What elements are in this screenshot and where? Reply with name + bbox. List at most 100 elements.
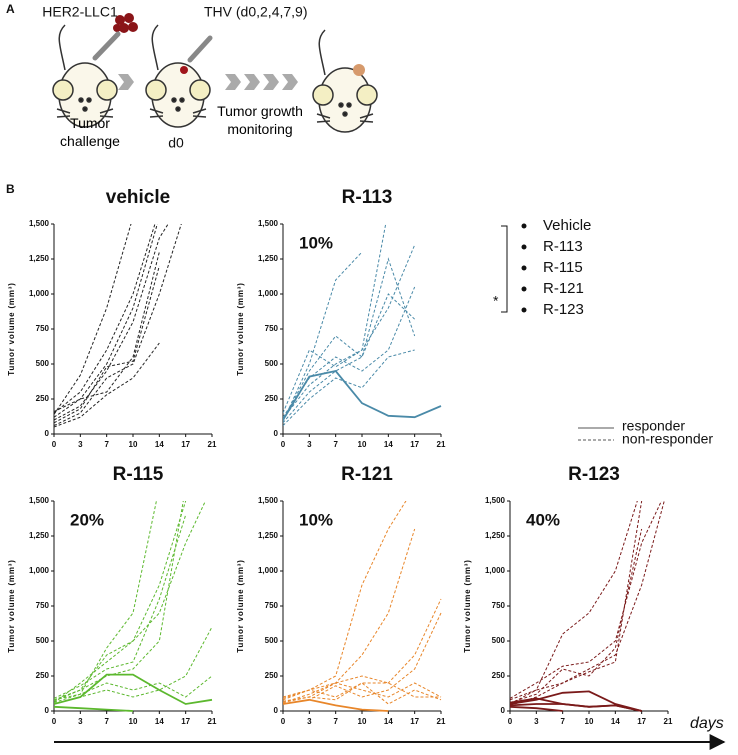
y-tick-label: 750	[492, 601, 506, 610]
x-tick-label: 17	[181, 440, 190, 449]
non-responder-line	[54, 265, 160, 424]
mouse-icons	[52, 24, 378, 133]
percent-annotation: 40%	[526, 510, 560, 529]
legend-item: R-115	[543, 259, 583, 276]
axes	[53, 224, 212, 435]
y-tick-label: 1,500	[258, 496, 279, 505]
non-responder-line	[510, 501, 638, 701]
y-tick-label: 500	[492, 636, 506, 645]
axes	[53, 501, 212, 712]
y-tick-label: 250	[36, 671, 50, 680]
responder-line	[54, 705, 134, 712]
x-tick-label: 17	[410, 717, 419, 726]
non-responder-line	[283, 501, 407, 701]
y-tick-label: 0	[274, 429, 279, 438]
chart: R-121 10% Tumor volume (mm³) 0 250 500 750 1,00…	[236, 464, 446, 726]
x-tick-label: 21	[437, 717, 446, 726]
responder-line	[510, 705, 563, 712]
responder-line	[283, 370, 442, 421]
y-axis-label: Tumor volume (mm³)	[7, 282, 16, 375]
y-tick-label: 500	[265, 636, 279, 645]
y-tick-label: 1,500	[29, 219, 50, 228]
y-tick-label: 1,000	[258, 289, 279, 298]
y-tick-label: 1,500	[29, 496, 50, 505]
y-tick-label: 1,250	[29, 531, 50, 540]
percent-annotation: 10%	[299, 233, 333, 252]
axes	[509, 501, 668, 712]
step3-box: Tumor growth monitoring	[217, 103, 303, 137]
x-tick-label: 10	[358, 440, 367, 449]
x-tick-label: 10	[129, 717, 138, 726]
non-responder-line	[54, 626, 213, 705]
responder-line	[54, 673, 213, 705]
x-tick-label: 14	[611, 717, 620, 726]
legend-bullet	[521, 223, 527, 229]
legend-bullet	[521, 307, 527, 313]
x-tick-label: 3	[78, 440, 83, 449]
non-responder-line	[54, 251, 160, 413]
tumor-cells	[113, 13, 138, 33]
non-responder-line	[283, 682, 442, 705]
non-responder-line	[283, 598, 442, 698]
x-tick-label: 14	[384, 440, 393, 449]
y-tick-label: 0	[501, 706, 506, 715]
percent-annotation: 20%	[70, 510, 104, 529]
panel-label: B	[6, 182, 15, 196]
cell-line: HER2-LLC1	[42, 4, 118, 20]
legend-item: R-113	[543, 238, 583, 255]
y-tick-label: 1,000	[485, 566, 506, 575]
non-responder-line	[283, 675, 441, 699]
step3: Tumor growth monitoring	[217, 103, 303, 137]
non-responder-line	[510, 501, 643, 706]
y-tick-label: 1,500	[258, 219, 279, 228]
non-responder-line	[283, 612, 442, 705]
legend-bullet	[521, 265, 527, 271]
x-tick-label: 14	[155, 717, 164, 726]
non-responder-line	[54, 224, 158, 418]
legend-item: Vehicle	[543, 217, 591, 234]
y-tick-label: 1,250	[258, 254, 279, 263]
x-tick-label: 0	[281, 440, 286, 449]
chart-title: vehicle	[106, 187, 170, 208]
legend-bullet	[521, 286, 527, 292]
non-responder-line	[283, 528, 416, 704]
process-arrows	[118, 74, 298, 90]
x-tick-label: 21	[664, 717, 673, 726]
y-axis-label: Tumor volume (mm³)	[463, 559, 472, 652]
percent-annotation: 10%	[299, 510, 333, 529]
y-tick-label: 1,000	[29, 289, 50, 298]
non-responder-line	[283, 286, 416, 418]
x-tick-label: 0	[281, 717, 286, 726]
x-tick-label: 7	[333, 717, 338, 726]
chart: R-115 20% Tumor volume (mm³) 0 250 500 750 1,00…	[7, 464, 217, 726]
days-label: days	[690, 715, 724, 732]
non-responder-line	[283, 244, 416, 419]
responder-line	[510, 690, 642, 712]
non-responder-line	[283, 251, 363, 422]
non-responder-line	[283, 682, 442, 702]
y-tick-label: 500	[36, 359, 50, 368]
non-responder-line	[510, 501, 665, 705]
x-tick-label: 7	[104, 717, 109, 726]
non-responder-line	[510, 528, 643, 704]
x-tick-label: 14	[384, 717, 393, 726]
y-tick-label: 0	[274, 706, 279, 715]
line-legend: responder non-responder	[578, 418, 713, 447]
x-tick-label: 17	[637, 717, 646, 726]
x-tick-label: 7	[333, 440, 338, 449]
significance: *	[493, 293, 499, 309]
y-axis-label: Tumor volume (mm³)	[236, 282, 245, 375]
y-tick-label: 750	[36, 324, 50, 333]
y-tick-label: 750	[36, 601, 50, 610]
step2: d0	[168, 135, 184, 151]
chart: vehicle Tumor volume (mm³) 0 250 500 750 1,000…	[7, 187, 217, 449]
y-tick-label: 1,250	[485, 531, 506, 540]
y-tick-label: 750	[265, 601, 279, 610]
non-responder-line	[54, 224, 132, 415]
y-tick-label: 1,500	[485, 496, 506, 505]
non-responder-line	[283, 257, 416, 424]
non-responder-line	[54, 501, 157, 701]
non-responder-line	[54, 514, 187, 699]
non-responder-line	[54, 501, 206, 704]
y-tick-label: 250	[265, 671, 279, 680]
